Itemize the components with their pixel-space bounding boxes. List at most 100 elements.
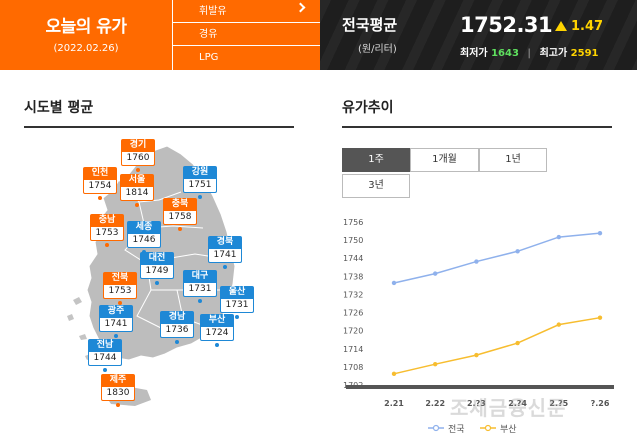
region-name: 울산 xyxy=(220,286,254,299)
tab-diesel-label: 경유 xyxy=(199,29,218,40)
tab-period-1week[interactable]: 1주 xyxy=(342,148,410,172)
region-name: 제주 xyxy=(101,374,135,387)
page-date: (2022.02.26) xyxy=(53,43,119,54)
region-name: 전남 xyxy=(88,339,122,352)
region-price: 1724 xyxy=(200,327,234,341)
region-price: 1758 xyxy=(163,211,197,225)
region-seoul[interactable]: 서울 1814 xyxy=(120,174,154,207)
map-section-divider xyxy=(24,126,294,128)
separator: | xyxy=(527,48,532,59)
chevron-right-icon xyxy=(295,2,306,13)
tab-lpg-label: LPG xyxy=(199,52,219,63)
watermark-text: 조세금융신문 xyxy=(450,396,567,420)
region-price: 1746 xyxy=(127,234,161,248)
x-tick-label: 2.21 xyxy=(384,399,404,408)
region-name: 충북 xyxy=(163,198,197,211)
tab-period-3year[interactable]: 3년 xyxy=(342,174,410,198)
legend-label: 전국 xyxy=(448,424,465,435)
region-marker-dot xyxy=(223,265,227,269)
x-axis-line xyxy=(346,385,614,389)
region-name: 세종 xyxy=(127,221,161,234)
region-jeonnam[interactable]: 전남 1744 xyxy=(88,339,122,372)
y-tick-label: 1720 xyxy=(343,327,363,336)
region-chungbuk[interactable]: 충북 1758 xyxy=(163,198,197,231)
region-chungnam[interactable]: 충남 1753 xyxy=(90,214,124,247)
region-marker-dot xyxy=(135,203,139,207)
region-name: 경기 xyxy=(121,139,155,152)
region-name: 경남 xyxy=(160,311,194,324)
series-point xyxy=(597,230,603,236)
x-tick-label: 2.22 xyxy=(425,399,445,408)
region-price: 1731 xyxy=(183,283,217,297)
x-tick-label: ?.26 xyxy=(591,399,610,408)
series-point xyxy=(515,340,520,346)
region-gwangju[interactable]: 광주 1741 xyxy=(99,305,133,338)
tab-period-1year[interactable]: 1년 xyxy=(479,148,547,172)
region-marker-dot xyxy=(175,340,179,344)
region-name: 광주 xyxy=(99,305,133,318)
region-price: 1753 xyxy=(90,227,124,241)
region-name: 충남 xyxy=(90,214,124,227)
series-point xyxy=(556,322,561,327)
tab-gasoline-label: 휘발유 xyxy=(199,6,227,17)
region-gyeongnam[interactable]: 경남 1736 xyxy=(160,311,194,344)
region-daegu[interactable]: 대구 1731 xyxy=(183,270,217,303)
region-marker-dot xyxy=(98,196,102,200)
series-point xyxy=(515,249,520,254)
region-price: 1830 xyxy=(101,387,135,401)
series-point xyxy=(391,371,397,377)
y-tick-label: 1744 xyxy=(343,254,363,263)
region-incheon[interactable]: 인천 1754 xyxy=(83,167,117,200)
y-tick-label: 1756 xyxy=(343,218,363,227)
tab-gasoline[interactable]: 휘발유 xyxy=(172,0,320,23)
y-tick-label: 1726 xyxy=(343,309,363,318)
tab-diesel[interactable]: 경유 xyxy=(172,23,320,46)
region-name: 대구 xyxy=(183,270,217,283)
region-gyeonggi[interactable]: 경기 1760 xyxy=(121,139,155,172)
x-tick-label: 2.?3 xyxy=(467,399,486,408)
region-price: 1754 xyxy=(83,180,117,194)
min-price-value: 1643 xyxy=(491,48,519,59)
tab-period-1month[interactable]: 1개월 xyxy=(410,148,479,172)
trend-section-divider xyxy=(342,126,612,128)
price-change: 1.47 xyxy=(555,19,603,34)
series-point xyxy=(433,361,438,367)
region-busan[interactable]: 부산 1724 xyxy=(200,314,234,347)
up-arrow-icon xyxy=(555,21,567,31)
header-title-box: 오늘의 유가 (2022.02.26) xyxy=(0,0,172,70)
region-marker-dot xyxy=(114,334,118,338)
region-marker-dot xyxy=(118,301,122,305)
y-tick-label: 1708 xyxy=(343,363,363,372)
y-tick-label: 1714 xyxy=(343,345,363,354)
trend-section-title: 유가추이 xyxy=(342,100,394,116)
region-sejong[interactable]: 세종 1746 xyxy=(127,221,161,254)
y-tick-label: 1738 xyxy=(343,272,363,281)
region-marker-dot xyxy=(155,281,159,285)
y-tick-label: 1732 xyxy=(343,290,363,299)
region-marker-dot xyxy=(178,227,182,231)
x-tick-label: 2.?5 xyxy=(549,399,568,408)
region-marker-dot xyxy=(198,299,202,303)
region-ulsan[interactable]: 울산 1731 xyxy=(220,286,254,319)
region-name: 인천 xyxy=(83,167,117,180)
region-price: 1751 xyxy=(183,179,217,193)
price-trend-chart: 1756175017441738173217261720171417081702… xyxy=(343,218,614,435)
region-jeju[interactable]: 제주 1830 xyxy=(101,374,135,407)
series-line-0 xyxy=(393,232,601,284)
national-average-label: 전국평균 xyxy=(342,16,398,34)
region-marker-dot xyxy=(103,368,107,372)
series-point xyxy=(474,352,479,358)
map-section-title: 시도별 평균 xyxy=(24,100,94,116)
region-gyeongbuk[interactable]: 경북 1741 xyxy=(208,236,242,269)
tab-lpg[interactable]: LPG xyxy=(172,46,320,70)
region-jeonbuk[interactable]: 전북 1753 xyxy=(103,272,137,305)
national-average-price: 1752.31 xyxy=(460,13,553,37)
legend-marker xyxy=(432,424,440,432)
region-gangwon[interactable]: 강원 1751 xyxy=(183,166,217,199)
region-price: 1744 xyxy=(88,352,122,366)
fuel-type-tabs: 휘발유 경유 LPG xyxy=(172,0,320,70)
legend-marker xyxy=(484,424,492,432)
region-name: 전북 xyxy=(103,272,137,285)
region-daejeon[interactable]: 대전 1749 xyxy=(140,252,174,285)
